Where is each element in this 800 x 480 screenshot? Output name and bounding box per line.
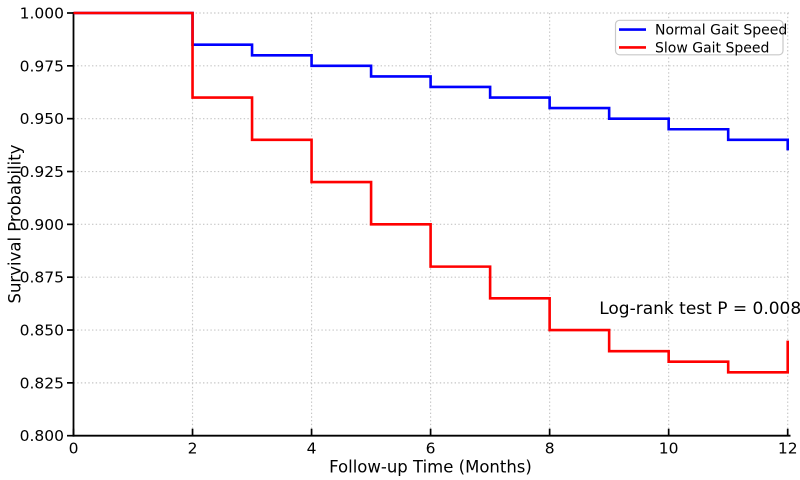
slow-gait-curve <box>73 11 789 374</box>
x-tick-label: 10 <box>659 440 679 458</box>
legend-label: Normal Gait Speed <box>655 23 787 39</box>
y-tick-label: 0.925 <box>20 163 64 181</box>
x-axis-label: Follow-up Time (Months) <box>329 458 532 477</box>
legend-item: Slow Gait Speed <box>619 40 769 56</box>
x-tick-label: 6 <box>426 440 436 458</box>
legend-item: Normal Gait Speed <box>619 23 787 39</box>
y-tick-label: 0.825 <box>20 374 64 392</box>
x-tick-label: 4 <box>307 440 317 458</box>
x-tick-label: 12 <box>778 440 798 458</box>
axis-tick-labels: 1.000 0.975 0.950 0.925 0.900 0.875 0.850 0.825… <box>20 4 798 457</box>
survival-curves <box>73 11 789 374</box>
y-tick-label: 0.975 <box>20 57 64 75</box>
y-tick-label: 0.950 <box>20 110 64 128</box>
legend-label: Slow Gait Speed <box>655 40 769 56</box>
x-tick-label: 2 <box>188 440 198 458</box>
y-tick-label: 0.900 <box>20 216 64 234</box>
axis-ticks <box>67 12 789 437</box>
pvalue-annotation: Log-rank test P = 0.008 <box>599 299 800 319</box>
legend-box <box>614 19 784 56</box>
y-tick-label: 0.875 <box>20 269 64 287</box>
x-tick-label: 0 <box>69 440 79 458</box>
y-axis-label: Survival Probability <box>5 144 24 303</box>
x-tick-label: 8 <box>545 440 555 458</box>
y-tick-label: 1.000 <box>20 4 64 22</box>
y-tick-label: 0.800 <box>20 427 64 445</box>
y-tick-label: 0.850 <box>20 321 64 339</box>
normal-gait-curve <box>73 11 789 151</box>
